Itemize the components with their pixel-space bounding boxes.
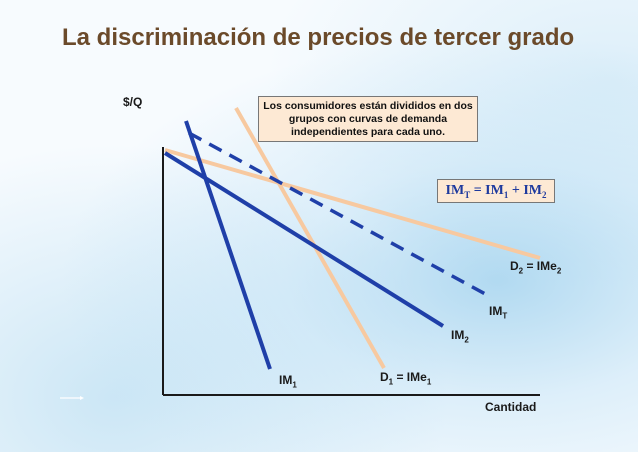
label-imt: IMT xyxy=(489,304,508,321)
demand-curve-d2 xyxy=(164,148,541,260)
label-im1: IM1 xyxy=(279,373,297,390)
formula-sub: 2 xyxy=(541,189,547,200)
formula-box: IMT = IM1 + IM2 xyxy=(437,179,555,203)
right-arrow-icon xyxy=(60,396,84,400)
slide-title: La discriminación de precios de tercer g… xyxy=(62,24,575,51)
marginal-revenue-curve-im1 xyxy=(184,120,272,370)
formula-part: = IM xyxy=(470,183,504,198)
label-d1: D1 = IMe1 xyxy=(380,370,432,387)
label-d2: D2 = IMe2 xyxy=(510,259,562,276)
marginal-revenue-curve-imt xyxy=(188,131,490,298)
demand-curve-d1 xyxy=(234,107,386,369)
formula-sub: 1 xyxy=(503,189,509,200)
callout-note: Los consumidores están divididos en dos … xyxy=(258,96,478,142)
formula-part: + IM xyxy=(508,183,542,198)
y-axis-label: $/Q xyxy=(123,95,143,109)
formula-part: IM xyxy=(445,183,465,198)
marginal-revenue-curve-im2 xyxy=(163,151,445,328)
label-im2: IM2 xyxy=(451,328,469,345)
formula-sub: T xyxy=(464,189,471,200)
x-axis-label: Cantidad xyxy=(485,400,537,414)
